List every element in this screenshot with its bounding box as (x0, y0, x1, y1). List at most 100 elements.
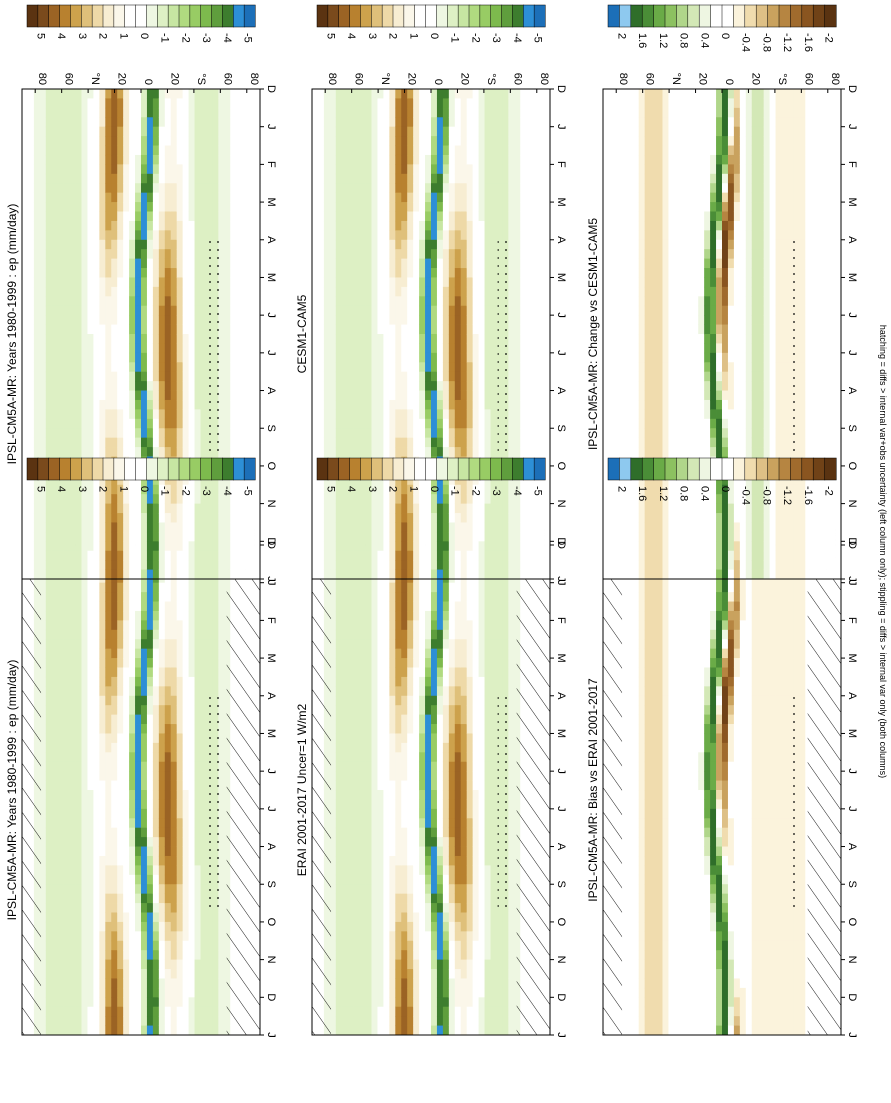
heatmap-cell (75, 808, 82, 819)
heatmap-cell (141, 969, 148, 979)
heatmap-cell (69, 865, 76, 876)
heatmap-cell (335, 742, 343, 753)
heatmap-cell (117, 1025, 124, 1036)
heatmap-cell (176, 428, 184, 439)
heatmap-cell (230, 475, 237, 486)
heatmap-cell (123, 447, 130, 457)
heatmap-cell (69, 724, 76, 734)
heatmap-cell (45, 837, 53, 847)
heatmap-cell (93, 686, 100, 697)
heatmap-cell (87, 183, 94, 194)
heatmap-cell (359, 969, 366, 979)
heatmap-cell (242, 211, 249, 222)
heatmap-cell (218, 569, 225, 580)
heatmap-cell (152, 950, 160, 961)
heatmap-cell (63, 742, 70, 753)
heatmap-cell (371, 610, 378, 621)
heatmap-cell (105, 98, 112, 109)
heatmap-cell (22, 503, 29, 514)
heatmap-cell (236, 352, 243, 363)
heatmap-cell (111, 846, 118, 857)
heatmap-cell (141, 268, 148, 278)
heatmap-cell (389, 818, 396, 829)
heatmap-cell (218, 107, 225, 118)
heatmap-cell (45, 742, 53, 753)
heatmap-cell (117, 582, 124, 593)
heatmap-cell (63, 503, 70, 514)
heatmap-cell (347, 686, 355, 697)
heatmap-cell (170, 447, 178, 457)
heatmap-cell (182, 531, 189, 542)
heatmap-cell (75, 484, 82, 495)
heatmap-cell (230, 550, 237, 561)
heatmap-cell (170, 268, 178, 278)
heatmap-cell (22, 230, 29, 241)
heatmap-cell (129, 827, 136, 838)
heatmap-cell (170, 724, 178, 734)
heatmap-cell (152, 381, 160, 391)
heatmap-cell (371, 752, 378, 763)
heatmap-cell (341, 676, 349, 687)
heatmap-cell (51, 940, 59, 951)
heatmap-cell (164, 1006, 172, 1017)
heatmap-cell (170, 352, 178, 363)
heatmap-cell (218, 978, 225, 989)
heatmap-cell (117, 211, 124, 222)
heatmap-cell (146, 277, 154, 288)
heatmap-cell (182, 771, 189, 781)
heatmap-cell (87, 362, 94, 373)
heatmap-cell (123, 1016, 130, 1026)
heatmap-cell (105, 437, 112, 448)
heatmap-cell (57, 705, 65, 716)
heatmap-cell (242, 202, 249, 212)
heatmap-cell (152, 192, 160, 203)
heatmap-cell (218, 164, 225, 175)
heatmap-cell (117, 950, 124, 961)
heatmap-cell (51, 362, 59, 373)
heatmap-cell (158, 362, 166, 373)
heatmap-cell (51, 610, 59, 621)
heatmap-cell (69, 560, 76, 570)
heatmap-cell (170, 931, 178, 942)
heatmap-cell (371, 761, 378, 772)
heatmap-cell (389, 884, 396, 895)
heatmap-cell (81, 884, 88, 895)
heatmap-cell (188, 503, 195, 514)
heatmap-cell (45, 484, 53, 495)
heatmap-cell (129, 126, 136, 137)
heatmap-cell (242, 513, 249, 523)
heatmap-cell (63, 582, 70, 593)
heatmap-cell (341, 610, 349, 621)
heatmap-cell (81, 220, 88, 231)
heatmap-cell (135, 959, 142, 970)
heatmap-cell (51, 667, 59, 678)
heatmap-cell (146, 447, 154, 457)
heatmap-cell (206, 997, 213, 1008)
heatmap-cell (200, 931, 207, 942)
heatmap-cell (75, 409, 82, 420)
heatmap-cell (123, 676, 130, 687)
heatmap-cell (152, 620, 160, 631)
heatmap-cell (224, 230, 231, 241)
heatmap-cell (81, 541, 88, 552)
heatmap-cell (359, 761, 366, 772)
heatmap-cell (383, 837, 390, 847)
heatmap-cell (45, 610, 53, 621)
heatmap-cell (93, 931, 100, 942)
heatmap-cell (176, 799, 184, 810)
heatmap-cell (22, 494, 29, 505)
heatmap-cell (176, 1006, 184, 1017)
heatmap-cell (75, 277, 82, 288)
heatmap-cell (57, 334, 65, 344)
heatmap-cell (129, 808, 136, 819)
heatmap-cell (200, 513, 207, 523)
heatmap-cell (200, 752, 207, 763)
heatmap-cell (254, 569, 261, 580)
heatmap-cell (170, 437, 178, 448)
heatmap-cell (129, 1016, 136, 1026)
heatmap-cell (135, 921, 142, 932)
heatmap-cell (39, 771, 47, 781)
heatmap-cell (146, 705, 154, 716)
heatmap-cell (45, 343, 53, 354)
heatmap-cell (123, 1025, 130, 1036)
